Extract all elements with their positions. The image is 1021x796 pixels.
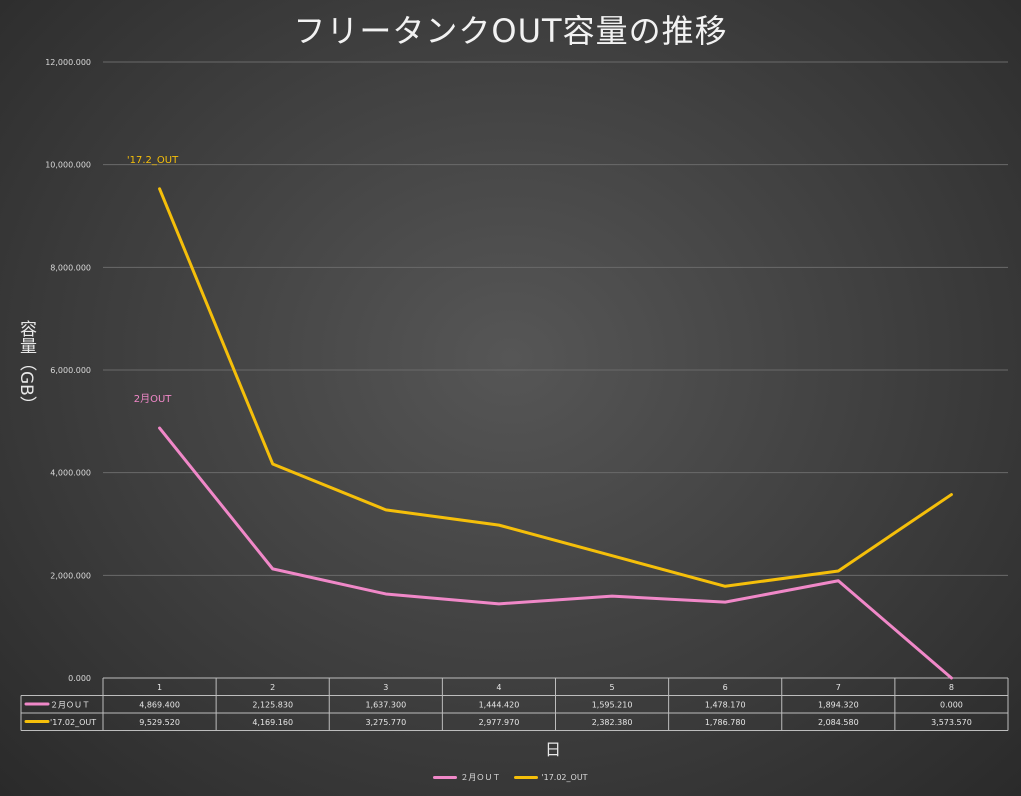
x-tick-label: 3 — [383, 683, 388, 692]
x-tick-label: 6 — [723, 683, 728, 692]
series-line-1 — [158, 187, 953, 588]
legend-swatch — [433, 776, 458, 779]
x-tick-label: 8 — [949, 683, 954, 692]
legend-label: ２月ＯＵＴ — [460, 773, 501, 782]
legend-swatch — [514, 776, 539, 779]
table-cell-value: 2,084.580 — [818, 718, 859, 727]
y-axis-label: 容量（GB） — [16, 320, 36, 413]
table-series-name: '17.02_OUT — [50, 718, 96, 727]
y-tick-label: 6,000.000 — [50, 366, 91, 375]
table-cell-value: 3,573.570 — [931, 718, 972, 727]
y-tick-label: 10,000.000 — [45, 161, 91, 170]
chart-title: フリータンクOUT容量の推移 — [293, 12, 728, 50]
legend: ２月ＯＵＴ '17.02_OUT — [0, 772, 1021, 783]
table-cell-value: 1,786.780 — [705, 718, 746, 727]
series-annotation: 2月OUT — [134, 393, 173, 405]
series-line-0 — [158, 426, 953, 680]
y-tick-label: 0.000 — [68, 674, 91, 683]
x-tick-label: 1 — [157, 683, 162, 692]
table-cell-value: 1,444.420 — [479, 701, 520, 710]
table-cell-value: 2,125.830 — [252, 701, 293, 710]
table-cell-value: 1,637.300 — [365, 701, 406, 710]
y-tick-label: 12,000.000 — [45, 58, 91, 67]
y-tick-label: 4,000.000 — [50, 469, 91, 478]
legend-item: ２月ＯＵＴ — [433, 772, 500, 783]
y-tick-label: 8,000.000 — [50, 263, 91, 272]
table-cell-value: 4,169.160 — [252, 718, 293, 727]
legend-item: '17.02_OUT — [514, 772, 588, 783]
table-series-name: ２月ＯＵＴ — [50, 701, 90, 710]
table-cell-value: 1,595.210 — [592, 701, 633, 710]
table-cell-value: 0.000 — [940, 701, 963, 710]
x-tick-label: 4 — [496, 683, 501, 692]
y-tick-label: 2,000.000 — [50, 571, 91, 580]
table-cell-value: 2,382.380 — [592, 718, 633, 727]
table-cell-value: 1,894.320 — [818, 701, 859, 710]
x-tick-label: 2 — [270, 683, 275, 692]
table-cell-value: 2,977.970 — [479, 718, 520, 727]
x-tick-label: 5 — [610, 683, 615, 692]
x-tick-label: 7 — [836, 683, 841, 692]
series-annotation: '17.2_OUT — [127, 155, 179, 166]
x-axis-label: 日 — [545, 740, 562, 759]
table-cell-value: 1,478.170 — [705, 701, 746, 710]
table-cell-value: 4,869.400 — [139, 701, 180, 710]
table-cell-value: 9,529.520 — [139, 718, 180, 727]
legend-label: '17.02_OUT — [541, 773, 588, 782]
table-cell-value: 3,275.770 — [365, 718, 406, 727]
